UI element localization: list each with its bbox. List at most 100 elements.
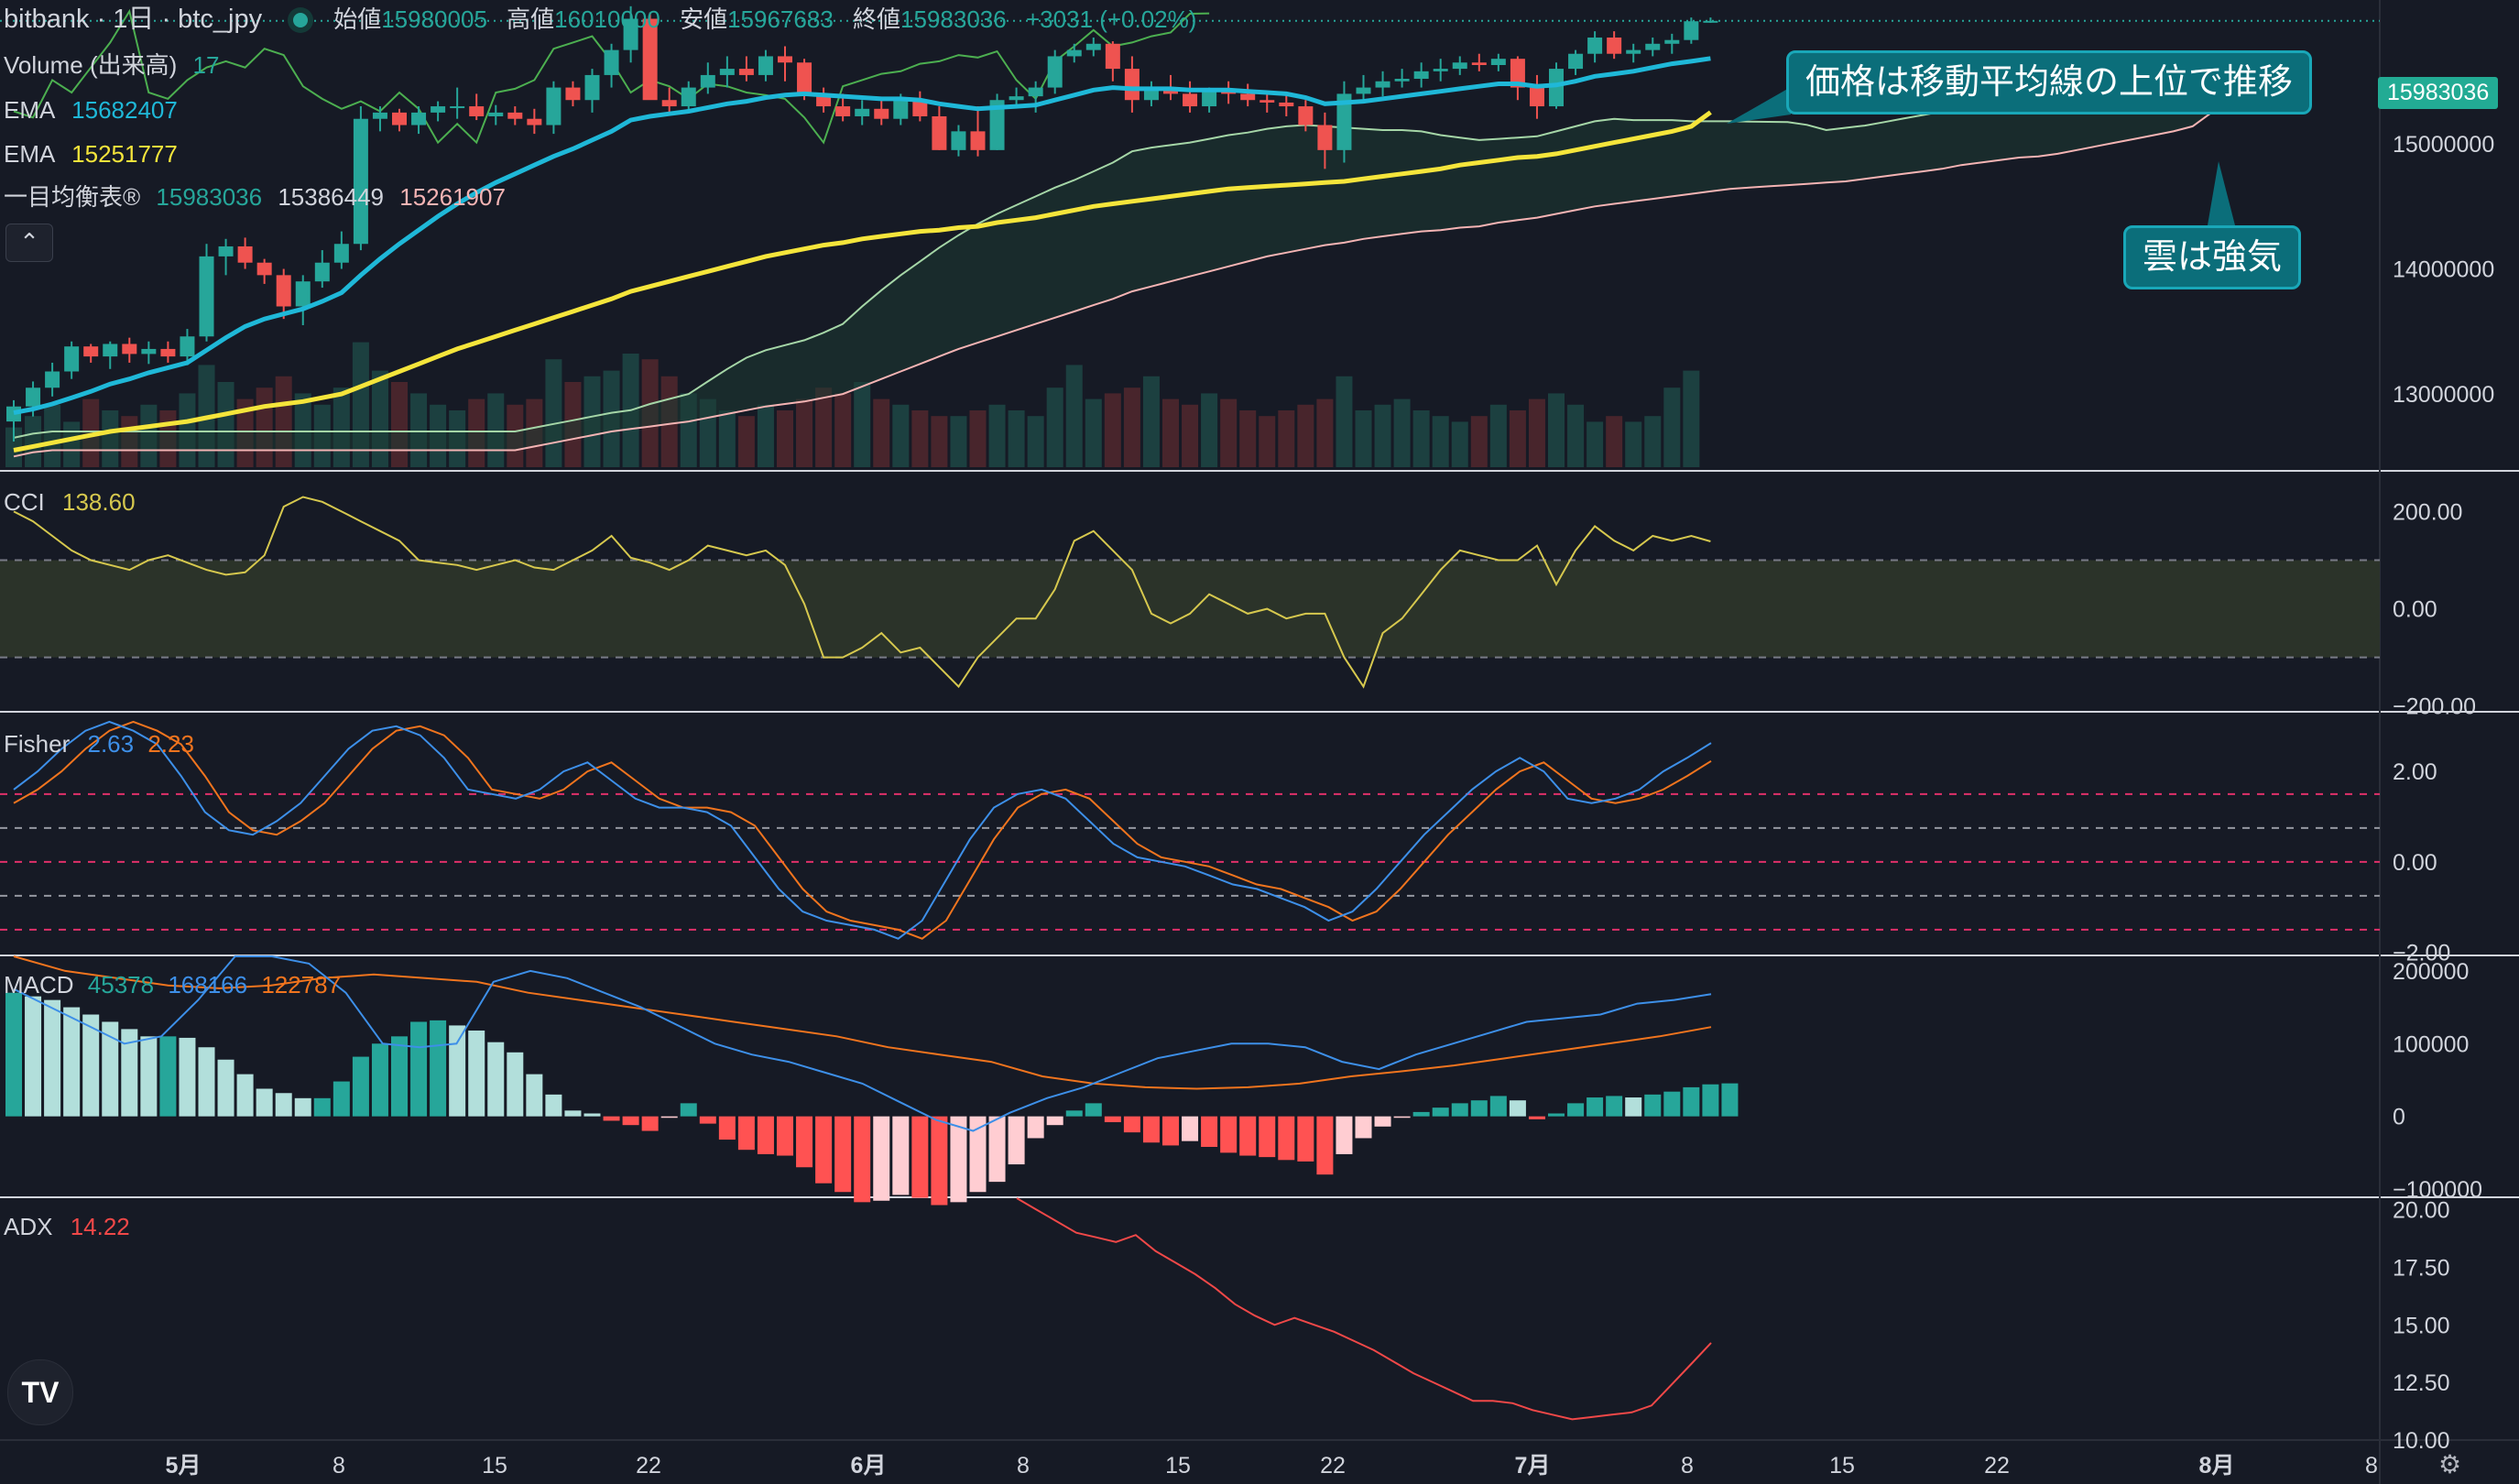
volume-bar: [1625, 421, 1642, 467]
time-axis-tick: 22: [1320, 1453, 1346, 1479]
macd-histogram-bar: [1393, 1116, 1411, 1118]
time-axis-tick: 22: [1984, 1453, 2010, 1479]
macd-histogram-bar: [950, 1116, 967, 1203]
macd-histogram-bar: [1587, 1097, 1604, 1117]
time-axis-tick: 6月: [851, 1453, 887, 1479]
candle-body: [1279, 102, 1294, 107]
candle-body: [546, 87, 562, 125]
candle-body: [103, 344, 118, 357]
volume-bar: [1587, 421, 1604, 467]
macd-histogram-bar: [737, 1116, 755, 1151]
market-status-icon: [293, 13, 309, 27]
chart-title: bitbank · 1日 · btc_jpy: [4, 5, 263, 34]
volume-bar: [1123, 387, 1140, 467]
macd-signal-line: [13, 955, 1712, 1090]
macd-histogram-bar: [275, 1093, 292, 1117]
volume-bar: [1104, 393, 1121, 467]
ichimoku-value-3: 15261907: [399, 183, 506, 211]
volume-bar: [1027, 416, 1044, 467]
macd-histogram-bar: [352, 1056, 369, 1117]
candle-body: [276, 275, 291, 307]
fisher-line: [13, 720, 1712, 940]
volume-bar: [834, 393, 852, 467]
macd-histogram-bar: [468, 1030, 485, 1117]
candle-body: [700, 74, 715, 88]
candle-body: [1009, 96, 1024, 101]
adx-axis-tick: 17.50: [2393, 1255, 2450, 1281]
candle-body: [469, 106, 485, 116]
macd-histogram-bar: [1625, 1097, 1642, 1117]
settings-gear-icon[interactable]: ⚙: [2438, 1450, 2462, 1479]
volume-bar: [854, 382, 871, 467]
macd-histogram-bar: [526, 1074, 543, 1117]
macd-axis-tick: 100000: [2393, 1031, 2469, 1057]
macd-histogram-bar: [1548, 1113, 1565, 1117]
candle-body: [893, 100, 909, 119]
ema-slow-legend[interactable]: EMA 15251777: [4, 140, 178, 168]
fisher-trigger-line: [13, 720, 1712, 940]
macd-legend[interactable]: MACD 45378 168166 122787: [4, 971, 341, 998]
volume-bar: [1182, 404, 1199, 467]
time-axis-tick: 8: [2365, 1453, 2378, 1479]
macd-line-value: 168166: [168, 971, 248, 998]
candle-body: [295, 281, 311, 307]
fisher-legend[interactable]: Fisher 2.63 2.23: [4, 730, 194, 758]
candle-body: [527, 118, 542, 125]
ichimoku-span-a: [13, 63, 2212, 439]
collapse-legend-button[interactable]: ⌃: [5, 224, 53, 262]
macd-histogram-bar: [854, 1116, 871, 1203]
ema-fast-line: [13, 56, 1711, 416]
macd-histogram-bar: [1663, 1091, 1681, 1117]
volume-bar: [1644, 416, 1662, 467]
macd-histogram-bar: [1721, 1083, 1739, 1117]
candle-body: [681, 87, 696, 107]
volume-legend[interactable]: Volume (出来高) 17: [4, 51, 219, 79]
candle-body: [642, 18, 658, 101]
cci-label: CCI: [4, 488, 45, 516]
low-value: 15967683: [727, 5, 834, 33]
candle-body: [1703, 20, 1718, 23]
macd-histogram-bar: [449, 1025, 466, 1117]
ichimoku-legend[interactable]: 一目均衡表® 15983036 15386449 15261907: [4, 183, 506, 211]
macd-histogram-bar: [545, 1094, 562, 1117]
time-axis-tick: 22: [636, 1453, 661, 1479]
cci-band: [0, 560, 2380, 658]
candle-body: [1317, 125, 1333, 150]
cci-legend[interactable]: CCI 138.60: [4, 488, 136, 516]
macd-label: MACD: [4, 971, 74, 998]
volume-bar: [1470, 416, 1488, 467]
macd-axis-tick: −100000: [2393, 1177, 2482, 1203]
macd-axis-tick: 200000: [2393, 959, 2469, 985]
candle-body: [1183, 93, 1198, 107]
last-price-tag: 15983036: [2378, 77, 2499, 109]
volume-bar: [1065, 365, 1083, 467]
macd-histogram-bar: [1259, 1116, 1276, 1158]
volume-bar: [892, 404, 910, 467]
macd-histogram-bar: [63, 1007, 81, 1117]
candle-body: [122, 344, 137, 355]
macd-histogram-bar: [1278, 1116, 1295, 1161]
adx-legend[interactable]: ADX 14.22: [4, 1213, 130, 1240]
macd-histogram-bar: [931, 1116, 948, 1206]
ema-fast-label: EMA: [4, 96, 54, 124]
ema-fast-legend[interactable]: EMA 15682407: [4, 96, 178, 124]
macd-histogram-bar: [140, 1036, 158, 1117]
trigger-value: 2.23: [147, 730, 194, 758]
macd-histogram-bar: [121, 1029, 138, 1117]
candle-body: [797, 62, 812, 94]
tradingview-logo[interactable]: TV: [7, 1359, 73, 1425]
candle-body: [1510, 59, 1525, 88]
macd-histogram-bar: [25, 996, 42, 1117]
macd-line: [13, 955, 1712, 1132]
adx-value: 14.22: [70, 1213, 130, 1240]
candle-body: [1202, 91, 1217, 107]
volume-bar: [275, 376, 292, 467]
time-axis-tick: 8: [333, 1453, 345, 1479]
macd-histogram-bar: [1412, 1111, 1430, 1117]
macd-histogram-bar: [1220, 1116, 1238, 1153]
candle-body: [1240, 93, 1256, 101]
candle-body: [1105, 43, 1120, 70]
macd-histogram-bar: [777, 1116, 793, 1156]
candle-body: [353, 118, 368, 245]
